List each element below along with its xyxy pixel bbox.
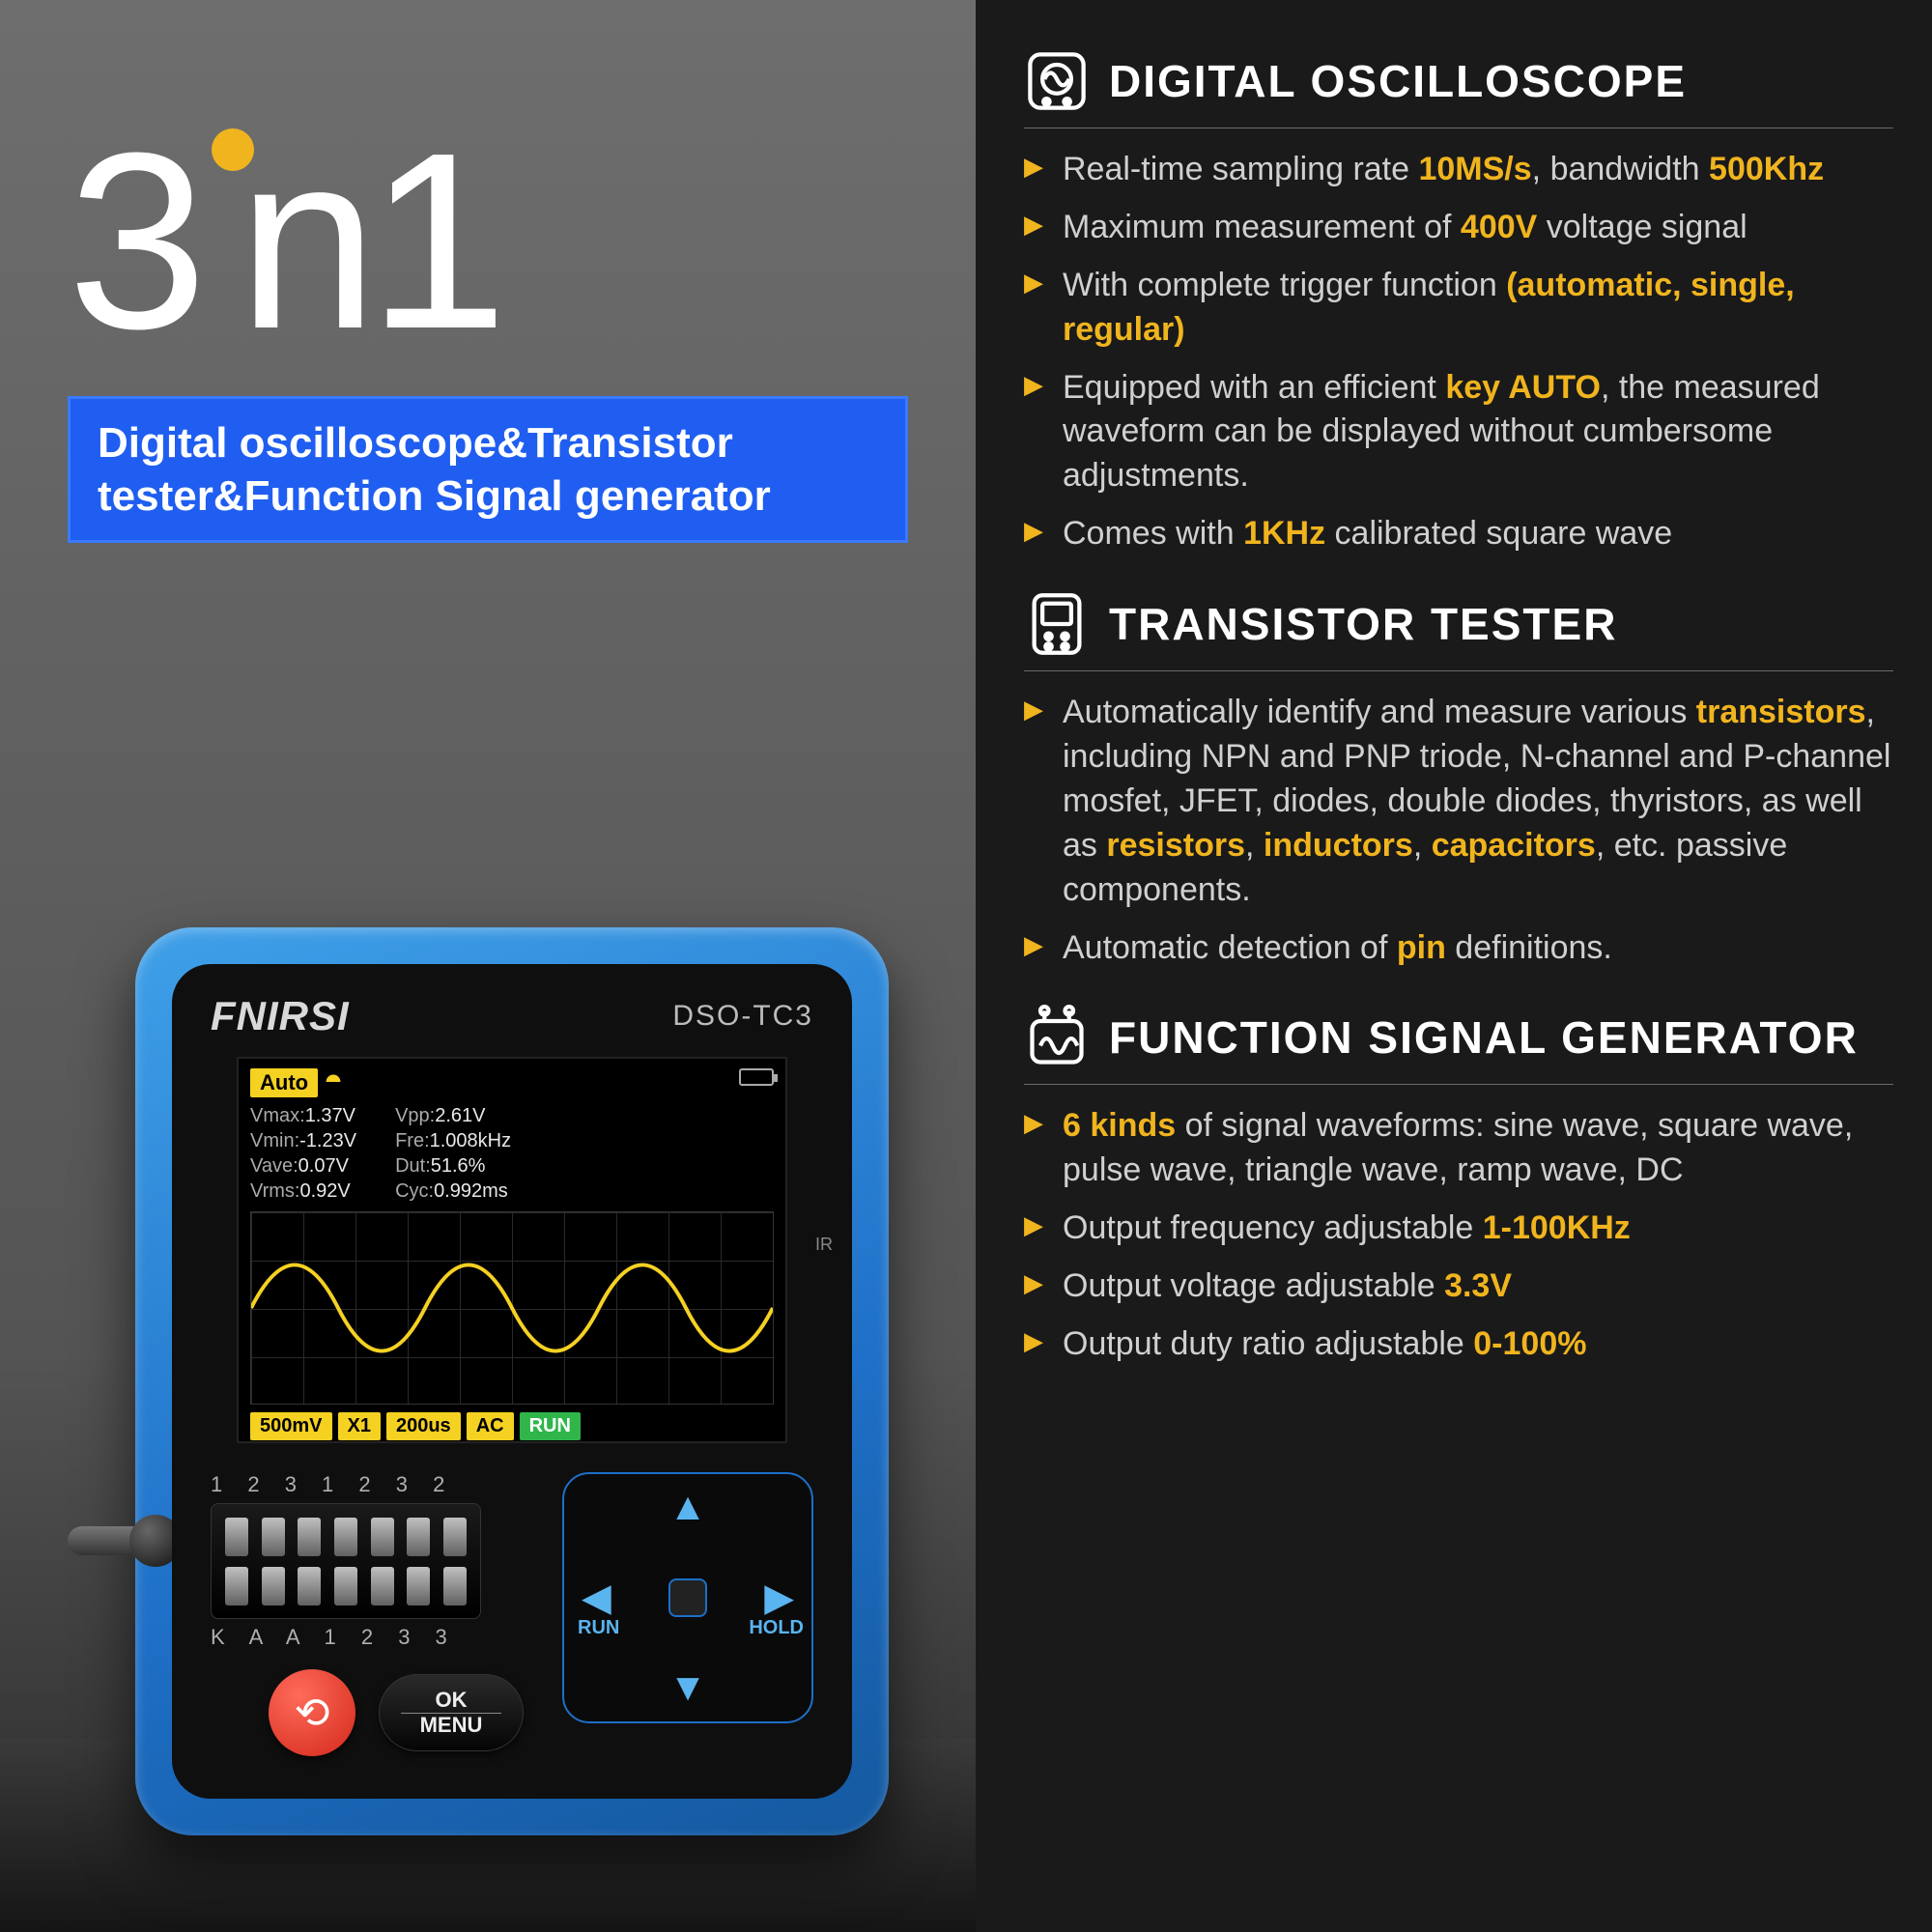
screen-chip: 500mV [250, 1412, 332, 1440]
spec-bullet: Maximum measurement of 400V voltage sign… [1024, 206, 1893, 250]
back-button[interactable]: ⟲ [269, 1669, 355, 1756]
dpad-run-label: RUN [578, 1617, 619, 1639]
measurements: Vmax:1.37VVmin:-1.23VVave:0.07VVrms:0.92… [250, 1103, 774, 1204]
waveform-area [250, 1211, 774, 1405]
socket-labels-bottom: K A A 1 2 3 3 [211, 1625, 543, 1650]
subtitle: Digital oscilloscope&Transistor tester&F… [68, 396, 908, 543]
device: FNIRSI DSO-TC3 Auto ⯊ Vmax:1.37VVmin:-1.… [135, 927, 889, 1835]
screen-chip: AC [467, 1412, 514, 1440]
zif-lever [68, 1526, 164, 1555]
dpad-hold-label: HOLD [749, 1617, 804, 1639]
spec-bullet: Automatically identify and measure vario… [1024, 691, 1893, 912]
measurement: Vrms:0.92V [250, 1179, 356, 1204]
headline-in: i [198, 101, 244, 382]
screen-chip: X1 [338, 1412, 381, 1440]
measurement: Vave:0.07V [250, 1153, 356, 1179]
headline: 3iinn1 [68, 116, 908, 367]
model: DSO-TC3 [672, 1000, 813, 1033]
screen-chip: RUN [520, 1412, 581, 1440]
test-socket: 1 2 3 1 2 3 2 K A A 1 2 3 3 ⟲ OK MENU [211, 1472, 543, 1756]
spec-bullet: Equipped with an efficient key AUTO, the… [1024, 366, 1893, 499]
spec-bullet: Real-time sampling rate 10MS/s, bandwidt… [1024, 148, 1893, 192]
measurement: Vpp:2.61V [395, 1103, 511, 1128]
measurement: Vmax:1.37V [250, 1103, 356, 1128]
dpad-left-icon[interactable]: ◀ [582, 1576, 611, 1620]
zif-socket [211, 1503, 481, 1619]
ok-label: OK [436, 1689, 468, 1712]
headline-3: 3 [68, 101, 198, 382]
generator-icon [1024, 1005, 1090, 1070]
spec-bullet: With complete trigger function (automati… [1024, 264, 1893, 353]
measurement: Fre:1.008kHz [395, 1128, 511, 1153]
oscilloscope-screen: Auto ⯊ Vmax:1.37VVmin:-1.23VVave:0.07VVr… [237, 1057, 787, 1443]
device-body: FNIRSI DSO-TC3 Auto ⯊ Vmax:1.37VVmin:-1.… [172, 964, 852, 1799]
left-panel: 3iinn1 Digital oscilloscope&Transistor t… [0, 0, 976, 1932]
socket-labels-top: 1 2 3 1 2 3 2 [211, 1472, 543, 1497]
measurement: Cyc:0.992ms [395, 1179, 511, 1204]
tester-icon [1024, 591, 1090, 657]
measurement: Dut:51.6% [395, 1153, 511, 1179]
spec-bullet: 6 kinds of signal waveforms: sine wave, … [1024, 1104, 1893, 1193]
spec-bullet: Output frequency adjustable 1-100KHz [1024, 1207, 1893, 1251]
spec-section: FUNCTION SIGNAL GENERATOR 6 kinds of sign… [1024, 1005, 1893, 1366]
ok-menu-button[interactable]: OK MENU [379, 1674, 524, 1751]
section-title: FUNCTION SIGNAL GENERATOR [1109, 1014, 1859, 1061]
spec-bullet: Output duty ratio adjustable 0-100% [1024, 1322, 1893, 1367]
spec-bullet: Comes with 1KHz calibrated square wave [1024, 512, 1893, 556]
trigger-icon: ⯊ [326, 1072, 341, 1094]
screen-chip: 200us [386, 1412, 461, 1440]
spec-bullet: Output voltage adjustable 3.3V [1024, 1264, 1893, 1309]
menu-label: MENU [420, 1714, 483, 1737]
ir-label: IR [815, 1235, 833, 1255]
dpad-down-icon[interactable]: ▼ [668, 1666, 707, 1710]
dpad-up-icon[interactable]: ▲ [668, 1486, 707, 1529]
section-title: TRANSISTOR TESTER [1109, 601, 1617, 647]
spec-bullet: Automatic detection of pin definitions. [1024, 926, 1893, 971]
brand: FNIRSI [211, 993, 350, 1039]
dpad-right-icon[interactable]: ▶ [764, 1576, 794, 1620]
battery-icon [739, 1068, 774, 1086]
headline-1: 1 [368, 101, 498, 382]
spec-section: TRANSISTOR TESTER Automatically identify … [1024, 591, 1893, 970]
dpad[interactable]: ▲ ▼ ◀ ▶ RUN HOLD [562, 1472, 813, 1723]
spec-panel: DIGITAL OSCILLOSCOPE Real-time sampling r… [976, 0, 1932, 1932]
section-title: DIGITAL OSCILLOSCOPE [1109, 58, 1687, 104]
oscilloscope-icon [1024, 48, 1090, 114]
measurement: Vmin:-1.23V [250, 1128, 356, 1153]
dpad-center[interactable] [668, 1578, 707, 1617]
mode-badge: Auto [250, 1068, 318, 1097]
spec-section: DIGITAL OSCILLOSCOPE Real-time sampling r… [1024, 48, 1893, 556]
timebase-row: 500mVX1200usACRUN [250, 1412, 774, 1440]
